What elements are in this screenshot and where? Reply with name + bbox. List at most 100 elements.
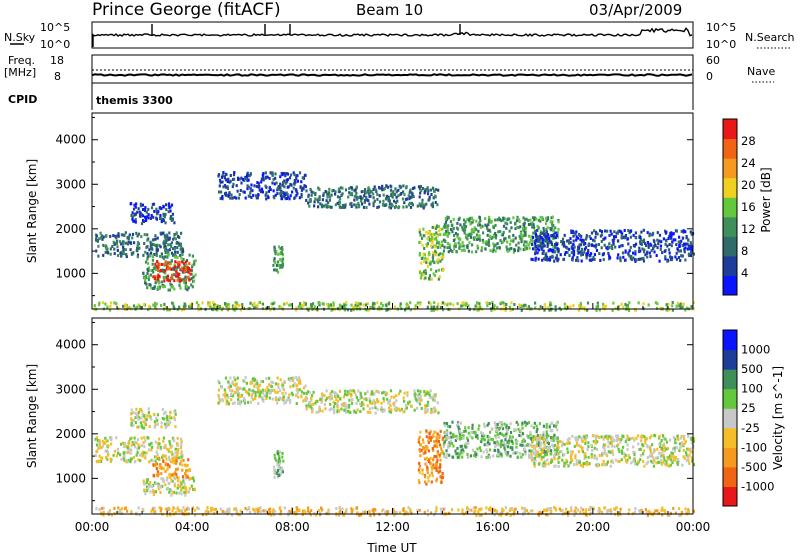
velocity-echo-cell [182,477,185,481]
power-echo-cell [283,195,286,199]
power-echo-cell [621,232,624,236]
velocity-echo-cell [169,421,172,425]
velocity-echo-cell [591,448,594,452]
power-echo-cell [121,252,124,256]
velocity-echo-cell [617,437,621,441]
power-echo-cell [380,187,383,191]
power-echo-cell [262,178,265,182]
power-echo-cell [155,251,158,255]
power-echo-cell [338,203,341,207]
power-echo-cell [168,231,171,235]
power-echo-cell [428,276,431,280]
power-echo-cell [431,205,434,209]
velocity-echo-cell [376,407,379,411]
velocity-echo-cell [131,441,134,445]
power-echo-cell [531,242,534,246]
velocity-echo-cell [598,506,601,510]
velocity-echo-cell [188,468,191,472]
velocity-echo-cell [583,453,586,457]
velocity-echo-cell [295,384,298,388]
velocity-echo-cell [633,453,636,457]
velocity-echo-cell [557,460,560,464]
power-echo-cell [173,236,176,240]
power-echo-cell [443,302,446,306]
velocity-echo-cell [192,487,195,491]
velocity-echo-cell [369,401,372,405]
power-echo-cell [122,252,125,256]
power-echo-cell [98,303,101,307]
velocity-echo-cell [579,463,582,467]
power-echo-cell [664,257,667,261]
power-echo-cell [175,270,178,274]
power-echo-cell [238,304,241,307]
velocity-echo-cell [603,446,606,449]
velocity-echo-cell [144,454,147,458]
velocity-echo-cell [642,449,645,453]
velocity-echo-cell [138,453,142,457]
power-echo-cell [430,268,433,272]
velocity-echo-cell [486,423,489,427]
velocity-echo-cell [425,456,428,460]
velocity-echo-cell [137,458,140,462]
velocity-echo-cell [674,511,677,515]
power-echo-cell [285,191,288,195]
power-echo-cell [496,242,499,246]
power-echo-cell [505,302,508,306]
velocity-echo-cell [409,508,412,512]
velocity-echo-cell [428,436,431,440]
velocity-echo-cell [534,451,537,455]
velocity-echo-cell [585,508,588,512]
power-echo-cell [540,236,543,240]
velocity-echo-cell [620,458,623,462]
velocity-echo-cell [168,442,172,446]
power-echo-cell [173,221,176,225]
power-echo-cell [232,173,236,177]
velocity-echo-cell [342,402,345,406]
power-echo-cell [321,302,324,306]
velocity-echo-cell [521,440,524,444]
power-echo-cell [150,206,154,210]
power-echo-cell [144,217,148,221]
power-echo-cell [420,261,423,265]
velocity-echo-cell [672,455,675,459]
power-echo-cell [394,187,397,191]
power-echo-cell [654,301,657,305]
power-echo-cell [373,305,376,309]
power-echo-cell [499,239,502,242]
power-echo-cell [177,234,180,238]
velocity-echo-cell [419,430,422,434]
power-echo-cell [246,171,249,175]
power-echo-cell [157,281,161,285]
velocity-echo-cell [181,453,184,457]
power-echo-cell [539,242,542,246]
power-echo-cell [180,250,183,254]
power-echo-cell [668,243,671,246]
velocity-echo-cell [466,456,470,459]
power-echo-cell [350,191,353,195]
power-echo-cell [366,302,369,306]
power-echo-cell [517,218,521,222]
power-echo-cell [426,257,429,261]
velocity-echo-cell [287,398,290,402]
velocity-echo-cell [176,450,179,454]
velocity-echo-cell [275,458,278,462]
velocity-echo-cell [334,393,337,397]
velocity-echo-cell [426,408,429,412]
power-echo-cell [249,172,252,176]
velocity-echo-cell [398,511,401,515]
power-echo-cell [689,243,693,247]
velocity-echo-cell [545,438,548,442]
velocity-echo-cell [388,409,391,413]
velocity-echo-cell [164,454,167,458]
power-echo-cell [279,182,282,186]
velocity-echo-cell [609,441,612,445]
velocity-echo-cell [148,484,152,488]
power-echo-cell [519,225,522,229]
velocity-echo-cell [102,444,105,448]
power-echo-cell [405,306,408,310]
velocity-echo-cell [397,407,400,411]
velocity-echo-cell [575,459,578,463]
velocity-echo-cell [315,410,318,414]
power-echo-cell [334,192,337,196]
power-echo-cell [506,240,509,244]
